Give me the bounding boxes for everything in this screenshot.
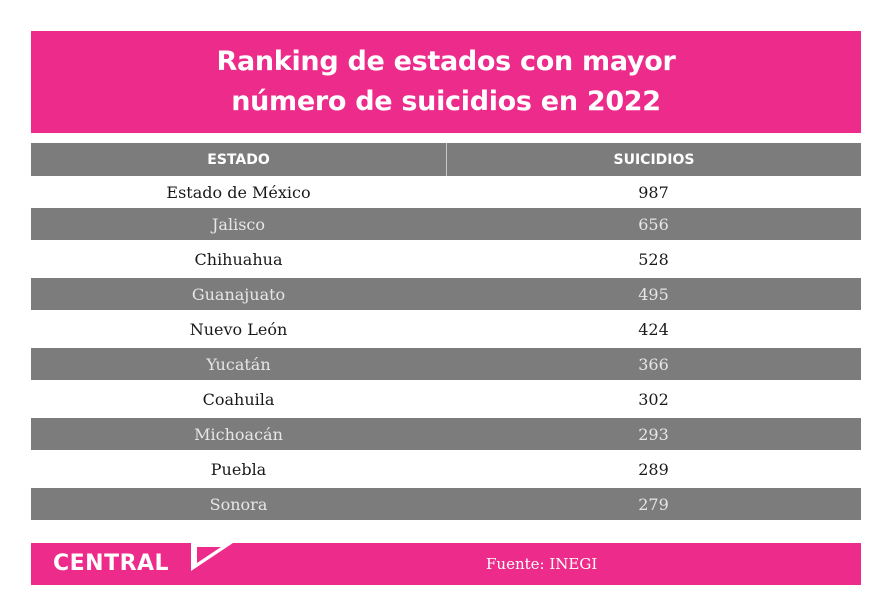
table-row: Guanajuato 495 (31, 278, 861, 310)
cell-suicidios: 656 (638, 214, 669, 234)
cell-estado: Nuevo León (189, 319, 288, 339)
cell-estado: Guanajuato (191, 284, 286, 304)
cell-estado: Yucatán (206, 354, 271, 374)
table-row: Jalisco 656 (31, 208, 861, 240)
cell-suicidios: 302 (638, 389, 669, 409)
logo-triangle-icon (191, 543, 233, 571)
cell-estado: Puebla (210, 459, 267, 479)
table-row: Puebla 289 (31, 450, 861, 488)
table-header: ESTADO SUICIDIOS (31, 143, 861, 176)
table-row: Michoacán 293 (31, 418, 861, 450)
source-text: Fuente: INEGI (486, 555, 598, 573)
cell-estado: Sonora (209, 494, 268, 514)
footer-banner: CENTRAL Fuente: INEGI (31, 543, 861, 585)
table-row: Chihuahua 528 (31, 240, 861, 278)
cell-suicidios: 528 (638, 249, 669, 269)
cell-suicidios: 495 (638, 284, 669, 304)
table-row: Sonora 279 (31, 488, 861, 520)
title-banner: Ranking de estados con mayor número de s… (31, 31, 861, 133)
ranking-table: ESTADO SUICIDIOS Estado de México 987 Jali… (31, 143, 861, 520)
cell-estado: Jalisco (212, 214, 265, 234)
column-header-suicidios: SUICIDIOS (613, 151, 695, 168)
chart-title-line-2: número de suicidios en 2022 (231, 86, 661, 117)
cell-estado: Coahuila (202, 389, 275, 409)
table-body: Estado de México 987 Jalisco 656 Chihuahua 52… (31, 176, 861, 520)
column-header-estado: ESTADO (31, 143, 447, 176)
cell-suicidios: 424 (638, 319, 669, 339)
table-row: Nuevo León 424 (31, 310, 861, 348)
central-logo: CENTRAL (53, 551, 170, 576)
chart-title-line-1: Ranking de estados con mayor (216, 46, 676, 77)
cell-suicidios: 289 (638, 459, 669, 479)
cell-estado: Michoacán (194, 424, 283, 444)
cell-estado: Chihuahua (194, 249, 283, 269)
table-row: Coahuila 302 (31, 380, 861, 418)
cell-suicidios: 293 (638, 424, 669, 444)
cell-suicidios: 366 (638, 354, 669, 374)
cell-suicidios: 987 (638, 182, 669, 202)
cell-suicidios: 279 (638, 494, 669, 514)
cell-estado: Estado de México (166, 182, 311, 202)
table-row: Estado de México 987 (31, 176, 861, 208)
table-row: Yucatán 366 (31, 348, 861, 380)
